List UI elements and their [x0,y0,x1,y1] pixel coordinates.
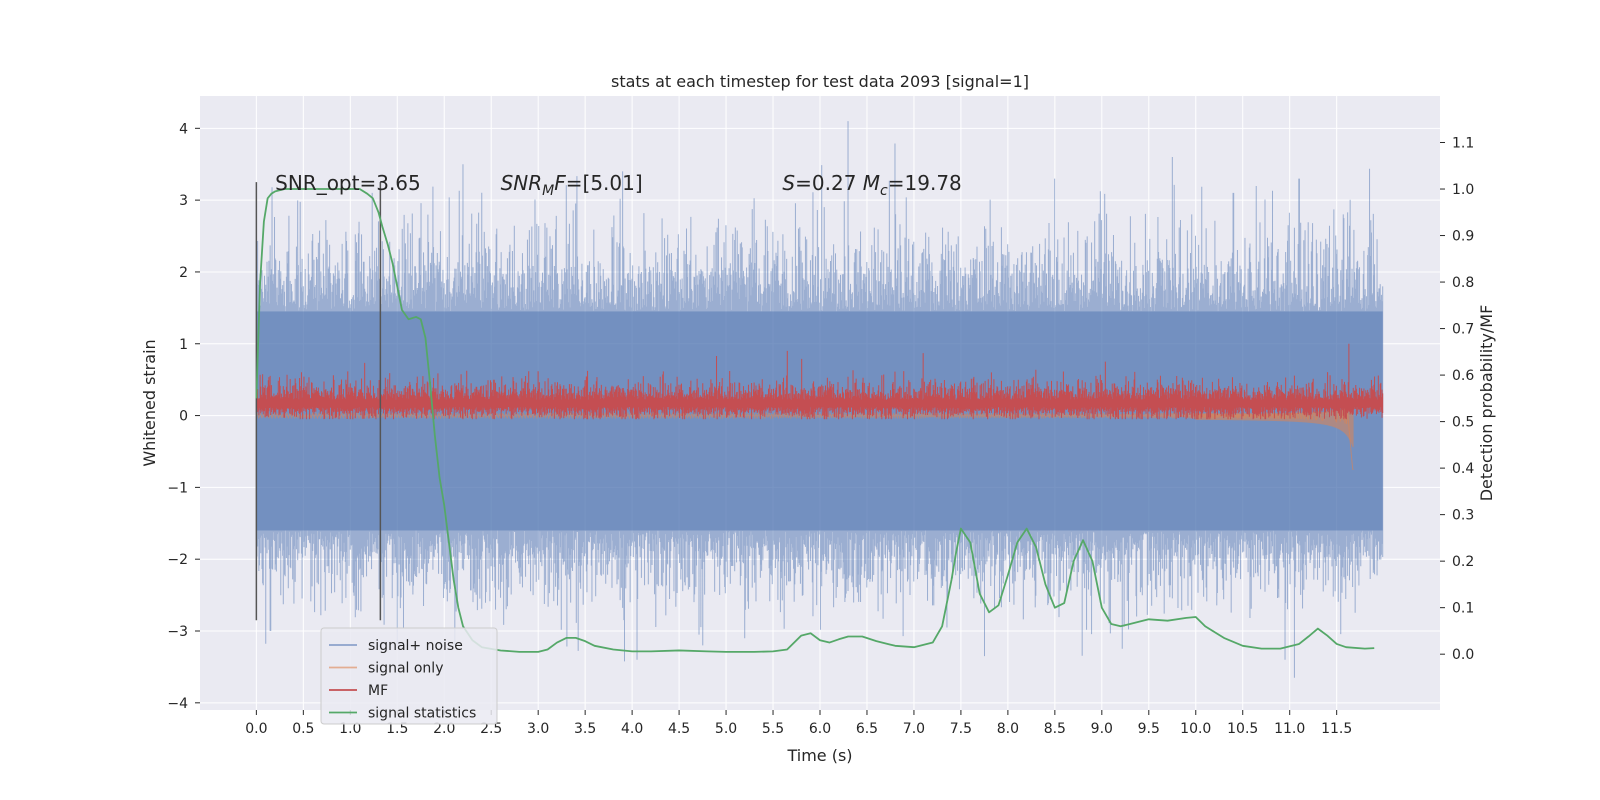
data-layer [255,121,1384,678]
y-tick-label: 2 [179,265,188,281]
x-tick-label: 2.5 [480,721,502,737]
x-tick-label: 4.0 [621,721,643,737]
y2-tick-label: 0.2 [1452,554,1474,570]
y2-ticks: 0.0 0.1 0.2 0.3 0.4 0.5 0.6 0.7 0.8 0.9 1.0 1.1 [1440,136,1474,663]
x-tick-label: 2.0 [433,721,455,737]
x-tick-label: 4.5 [668,721,690,737]
x-tick-label: 11.5 [1321,721,1352,737]
annotation: SNRMF=[5.01] [501,171,643,199]
x-tick-label: 5.5 [762,721,784,737]
x-tick-label: 1.0 [339,721,361,737]
x-tick-label: 1.5 [386,721,408,737]
y2-tick-label: 0.1 [1452,601,1474,617]
y2-tick-label: 0.3 [1452,508,1474,524]
y2-tick-label: 0.5 [1452,415,1474,431]
y2-tick-label: 0.8 [1452,275,1474,291]
y-tick-label: −2 [167,552,188,568]
y2-tick-label: 0.7 [1452,322,1474,338]
x-tick-label: 8.5 [1044,721,1066,737]
x-tick-label: 10.5 [1227,721,1258,737]
y2-tick-label: 0.4 [1452,461,1474,477]
x-tick-label: 3.0 [527,721,549,737]
x-tick-label: 5.0 [715,721,737,737]
x-tick-label: 9.0 [1091,721,1113,737]
legend-label: signal statistics [368,706,476,722]
stat-layer [255,188,1375,653]
y-axis-label: Whitened strain [140,339,159,466]
annotation: SNR_opt=3.65 [275,171,421,195]
annotation: S=0.27 Mc=19.78 [782,171,961,199]
series-signal-statistics [255,188,1375,653]
legend-label: MF [368,683,388,699]
x-tick-label: 6.5 [856,721,878,737]
vertical-lines [255,182,382,621]
legend-items: signal+ noise signal only MF signal statist… [329,638,476,722]
y2-tick-label: 0.6 [1452,368,1474,384]
x-ticks: 0.0 0.5 1.0 1.5 2.0 2.5 3.0 3.5 4.0 4.5 5.0 5.5 6.0 6… [245,710,1352,737]
x-tick-label: 9.5 [1138,721,1160,737]
y-tick-label: −4 [167,696,188,712]
x-tick-label: 8.0 [997,721,1019,737]
y-tick-label: 3 [179,193,188,209]
y-tick-label: 1 [179,337,188,353]
y-tick-label: 0 [179,409,188,425]
y-tick-label: −1 [167,480,188,496]
x-tick-label: 7.0 [903,721,925,737]
chart-title: stats at each timestep for test data 209… [611,72,1029,91]
x-tick-label: 11.0 [1274,721,1305,737]
x-tick-label: 3.5 [574,721,596,737]
x-tick-label: 0.5 [292,721,314,737]
y2-tick-label: 1.1 [1452,136,1474,152]
x-tick-label: 7.5 [950,721,972,737]
y-ticks: −4 −3 −2 −1 0 1 2 3 4 [167,121,200,712]
x-axis-label: Time (s) [786,746,852,765]
x-tick-label: 6.0 [809,721,831,737]
x-tick-label: 10.0 [1180,721,1211,737]
legend-label: signal only [368,661,443,677]
y2-tick-label: 0.9 [1452,229,1474,245]
legend-box [320,627,498,725]
annotations: SNR_opt=3.65 SNRMF=[5.01] S=0.27 Mc=19.78 [275,171,962,199]
x-tick-label: 0.0 [245,721,267,737]
y2-tick-label: 0.0 [1452,647,1474,663]
y-tick-label: −3 [167,624,188,640]
legend-label: signal+ noise [368,638,463,654]
legend: signal+ noise signal only MF signal statist… [320,627,498,725]
y-tick-label: 4 [179,121,188,137]
y2-tick-label: 1.0 [1452,182,1474,198]
y2-axis-label: Detection probability/MF [1477,305,1496,502]
